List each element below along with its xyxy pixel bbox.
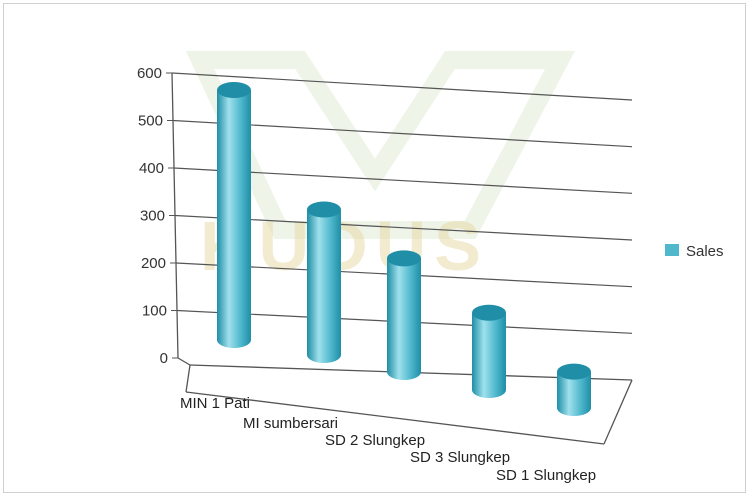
x-category-label: MI sumbersari	[243, 415, 338, 432]
bar-top	[557, 363, 591, 380]
bar-body	[217, 90, 251, 348]
x-category-label: SD 3 Slungkep	[410, 449, 510, 466]
y-tick-label: 100	[142, 303, 167, 320]
floor-edge-front	[185, 391, 605, 445]
bar-cylinder	[217, 82, 251, 348]
bar-top	[217, 82, 251, 98]
floor-edge-left	[177, 357, 191, 366]
gridline	[174, 214, 633, 241]
legend-label: Sales	[686, 243, 724, 260]
y-tick-label: 600	[137, 65, 162, 82]
bar-body	[472, 312, 506, 398]
bar-cylinder	[557, 363, 591, 416]
floor-edge-right	[603, 379, 633, 445]
y-axis-ticks: 0 100 200 300 400 500 600	[137, 65, 178, 367]
bars	[217, 82, 591, 416]
y-tick-label: 500	[138, 113, 163, 130]
bar-top	[387, 250, 421, 267]
bar-body	[307, 209, 341, 363]
bar-body	[387, 258, 421, 380]
y-tick-label: 400	[139, 160, 164, 177]
x-category-label: MIN 1 Pati	[180, 395, 250, 412]
x-category-label: SD 2 Slungkep	[325, 432, 425, 449]
legend-swatch	[665, 244, 679, 256]
bar-body	[557, 371, 591, 416]
bar-top	[472, 304, 506, 321]
y-tick-label: 0	[160, 350, 168, 367]
bar-cylinder	[472, 304, 506, 398]
bar-cylinder	[307, 201, 341, 363]
bar-top	[307, 201, 341, 218]
y-tick-label: 300	[140, 208, 165, 225]
floor-edge-front-left	[185, 364, 191, 393]
bar-cylinder	[387, 250, 421, 380]
y-tick-label: 200	[141, 255, 166, 272]
x-category-label: SD 1 Slungkep	[496, 467, 596, 484]
gridline	[171, 72, 633, 101]
legend: Sales	[665, 243, 724, 260]
